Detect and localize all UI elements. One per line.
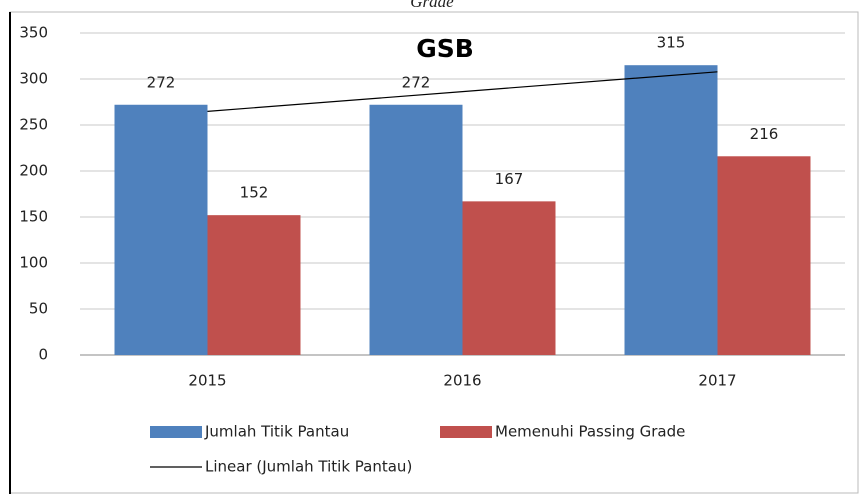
legend-label: Linear (Jumlah Titik Pantau) [205,458,412,476]
bar [369,104,463,355]
data-label: 152 [240,184,269,202]
data-label: 272 [402,73,431,91]
legend-swatch [440,426,492,438]
legend-swatch [150,426,202,438]
data-label: 272 [147,73,176,91]
trendline [207,71,718,112]
x-tick-label: 2016 [443,372,481,390]
x-tick-label: 2015 [188,372,226,390]
bar [624,65,718,355]
legend-label: Memenuhi Passing Grade [495,423,685,441]
chart-title: GSB [416,34,474,63]
y-tick-label: 0 [38,346,48,364]
bar [462,201,556,355]
bar [114,104,208,355]
data-label: 167 [495,170,524,188]
y-tick-label: 100 [19,254,48,272]
data-label: 315 [657,34,686,52]
legend-label: Jumlah Titik Pantau [204,423,349,441]
y-tick-label: 200 [19,162,48,180]
y-tick-label: 350 [19,24,48,42]
bar [717,156,811,355]
y-tick-label: 250 [19,116,48,134]
x-tick-label: 2017 [698,372,736,390]
data-label: 216 [750,125,779,143]
caption: Grade [410,0,454,11]
bar [207,215,301,355]
y-tick-label: 150 [19,208,48,226]
y-tick-label: 50 [29,300,48,318]
y-tick-label: 300 [19,70,48,88]
